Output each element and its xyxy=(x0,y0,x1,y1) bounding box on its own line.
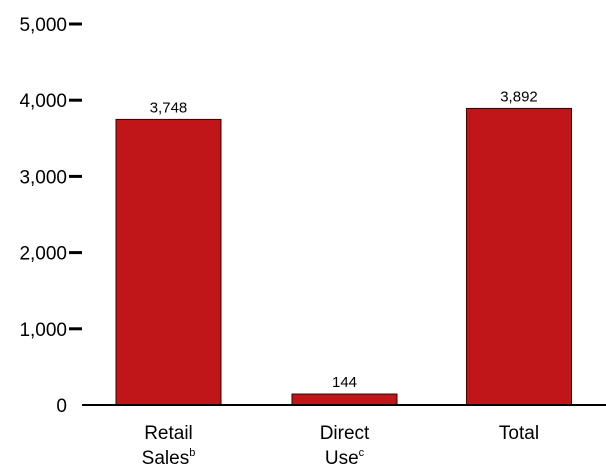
footnote-marker: b xyxy=(189,447,195,459)
x-tick-label-text: Direct xyxy=(320,423,370,444)
y-tick-label: 0 xyxy=(56,396,67,417)
y-tick-label: 2,000 xyxy=(19,244,67,265)
data-label: 144 xyxy=(332,374,357,391)
y-tick-label: 5,000 xyxy=(19,15,67,36)
bars xyxy=(115,107,572,406)
x-tick-label-text: Sales xyxy=(142,448,190,468)
y-tick-label: 3,000 xyxy=(19,167,67,188)
data-label: 3,748 xyxy=(150,99,188,116)
x-tick-label-text: Retail xyxy=(144,423,193,444)
x-tick-label: Direct xyxy=(320,423,370,444)
y-tick-label: 4,000 xyxy=(19,91,67,112)
bar xyxy=(291,393,398,406)
footnote-marker: c xyxy=(359,447,365,459)
bar xyxy=(466,107,572,406)
bar xyxy=(115,118,222,406)
x-tick-label: Total xyxy=(499,423,539,444)
x-tick-label: Usec xyxy=(325,447,365,468)
x-tick-label: Salesb xyxy=(142,447,196,468)
data-labels: 3,748 144 3,892 xyxy=(150,88,538,391)
x-tick-label-text: Total xyxy=(499,423,539,444)
x-tick-label: Retail xyxy=(144,423,193,444)
x-tick-label-text: Use xyxy=(325,448,359,468)
data-label: 3,892 xyxy=(500,88,538,105)
x-axis: Retail Salesb Direct Usec Total xyxy=(82,404,606,468)
y-tick-label: 1,000 xyxy=(19,320,67,341)
y-axis: 0 1,000 2,000 3,000 4,000 5,000 xyxy=(19,15,82,417)
